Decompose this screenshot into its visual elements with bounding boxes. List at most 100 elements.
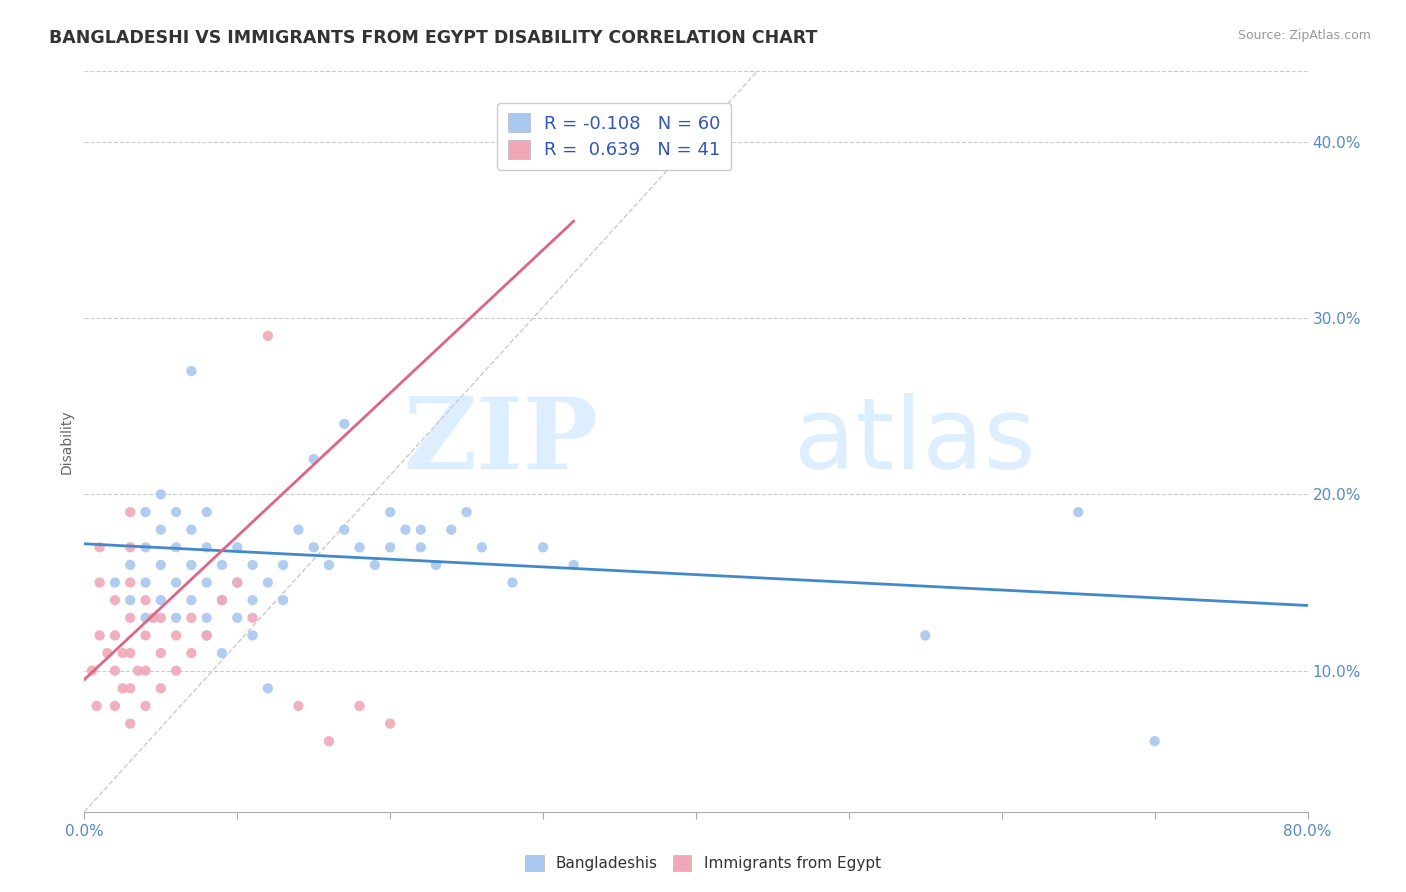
Point: [380, 716, 402, 731]
Point: [165, 505, 187, 519]
Point: [409, 541, 432, 555]
Point: [120, 716, 142, 731]
Point: [226, 575, 249, 590]
Point: [180, 646, 202, 660]
Point: [149, 681, 172, 696]
Point: [96, 646, 118, 660]
Point: [226, 575, 249, 590]
Point: [104, 698, 127, 713]
Point: [195, 505, 218, 519]
Point: [242, 558, 264, 572]
Point: [211, 593, 233, 607]
Point: [180, 611, 202, 625]
Point: [257, 575, 280, 590]
Point: [409, 523, 432, 537]
Point: [149, 523, 172, 537]
Point: [914, 628, 936, 642]
Point: [89, 575, 111, 590]
Point: [333, 417, 356, 431]
Point: [120, 575, 142, 590]
Point: [80, 664, 103, 678]
Text: atlas: atlas: [794, 393, 1035, 490]
Point: [195, 628, 218, 642]
Point: [86, 698, 108, 713]
Point: [111, 646, 134, 660]
Point: [89, 628, 111, 642]
Point: [195, 628, 218, 642]
Point: [135, 611, 157, 625]
Point: [135, 664, 157, 678]
Text: Source: ZipAtlas.com: Source: ZipAtlas.com: [1237, 29, 1371, 43]
Point: [425, 558, 447, 572]
Point: [364, 558, 387, 572]
Point: [135, 593, 157, 607]
Point: [287, 698, 309, 713]
Point: [120, 611, 142, 625]
Point: [149, 487, 172, 501]
Point: [120, 558, 142, 572]
Point: [531, 541, 554, 555]
Point: [104, 628, 127, 642]
Point: [165, 611, 187, 625]
Point: [165, 664, 187, 678]
Point: [149, 558, 172, 572]
Point: [226, 611, 249, 625]
Point: [287, 523, 309, 537]
Point: [135, 505, 157, 519]
Legend: Bangladeshis, Immigrants from Egypt: Bangladeshis, Immigrants from Egypt: [519, 849, 887, 877]
Point: [120, 593, 142, 607]
Point: [211, 558, 233, 572]
Point: [211, 646, 233, 660]
Point: [104, 575, 127, 590]
Point: [195, 541, 218, 555]
Point: [302, 541, 325, 555]
Point: [135, 541, 157, 555]
Point: [349, 698, 371, 713]
Point: [89, 541, 111, 555]
Point: [1067, 505, 1090, 519]
Point: [1143, 734, 1166, 748]
Point: [180, 558, 202, 572]
Point: [180, 364, 202, 378]
Point: [318, 558, 340, 572]
Point: [120, 681, 142, 696]
Point: [135, 628, 157, 642]
Point: [120, 646, 142, 660]
Y-axis label: Disability: Disability: [59, 409, 73, 474]
Point: [104, 664, 127, 678]
Point: [104, 593, 127, 607]
Point: [226, 541, 249, 555]
Point: [380, 541, 402, 555]
Point: [440, 523, 463, 537]
Text: ZIP: ZIP: [404, 393, 598, 490]
Point: [302, 452, 325, 467]
Point: [271, 593, 294, 607]
Point: [471, 541, 494, 555]
Point: [380, 505, 402, 519]
Point: [149, 611, 172, 625]
Text: BANGLADESHI VS IMMIGRANTS FROM EGYPT DISABILITY CORRELATION CHART: BANGLADESHI VS IMMIGRANTS FROM EGYPT DIS…: [49, 29, 817, 47]
Point: [165, 575, 187, 590]
Point: [242, 593, 264, 607]
Point: [456, 505, 478, 519]
Point: [180, 523, 202, 537]
Point: [111, 681, 134, 696]
Point: [135, 575, 157, 590]
Point: [271, 558, 294, 572]
Point: [127, 664, 149, 678]
Point: [257, 328, 280, 343]
Point: [135, 698, 157, 713]
Point: [349, 541, 371, 555]
Point: [242, 611, 264, 625]
Point: [120, 541, 142, 555]
Point: [242, 628, 264, 642]
Point: [195, 611, 218, 625]
Point: [394, 523, 416, 537]
Point: [195, 575, 218, 590]
Point: [165, 628, 187, 642]
Point: [318, 734, 340, 748]
Legend: R = -0.108   N = 60, R =  0.639   N = 41: R = -0.108 N = 60, R = 0.639 N = 41: [498, 103, 731, 170]
Point: [562, 558, 585, 572]
Point: [142, 611, 165, 625]
Point: [149, 646, 172, 660]
